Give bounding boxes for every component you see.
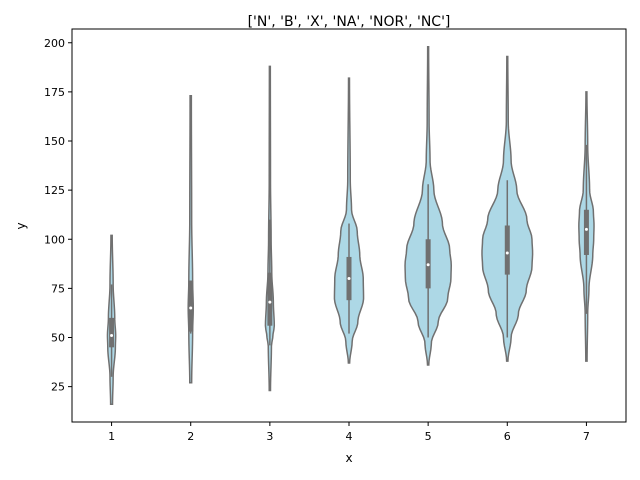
violin-box (109, 317, 115, 348)
violin-median (189, 306, 193, 310)
y-tick-label: 150 (44, 135, 65, 148)
x-axis: 1 2 3 4 5 6 7 (108, 422, 590, 443)
x-tick-label: 3 (266, 430, 273, 443)
chart-title: ['N', 'B', 'X', 'NA', 'NOR', 'NC'] (248, 14, 451, 30)
y-tick-label: 125 (44, 184, 65, 197)
x-tick-label: 4 (346, 430, 353, 443)
y-axis-label: y (14, 222, 28, 229)
y-tick-label: 25 (51, 381, 65, 394)
x-tick-label: 7 (583, 430, 590, 443)
violin-body (333, 77, 365, 364)
x-tick-label: 5 (425, 430, 432, 443)
violin-median (426, 263, 430, 267)
x-tick-label: 6 (504, 430, 511, 443)
violin-median (584, 227, 588, 231)
violin-box (583, 209, 589, 255)
violin-median (110, 334, 114, 338)
boxes-group (109, 144, 589, 377)
x-tick-label: 2 (187, 430, 194, 443)
y-axis: 25 50 75 100 125 150 175 200 (44, 37, 72, 394)
x-axis-label: x (345, 451, 352, 465)
violin-median (505, 251, 509, 255)
violin-median (268, 300, 272, 304)
y-tick-label: 50 (51, 332, 65, 345)
x-tick-label: 1 (108, 430, 115, 443)
violin-box (188, 280, 194, 332)
violin-median (347, 277, 351, 281)
violin-box (504, 225, 510, 275)
violin-box (267, 272, 273, 326)
y-tick-label: 175 (44, 86, 65, 99)
y-tick-label: 75 (51, 282, 65, 295)
y-tick-label: 200 (44, 37, 65, 50)
y-tick-label: 100 (44, 233, 65, 246)
